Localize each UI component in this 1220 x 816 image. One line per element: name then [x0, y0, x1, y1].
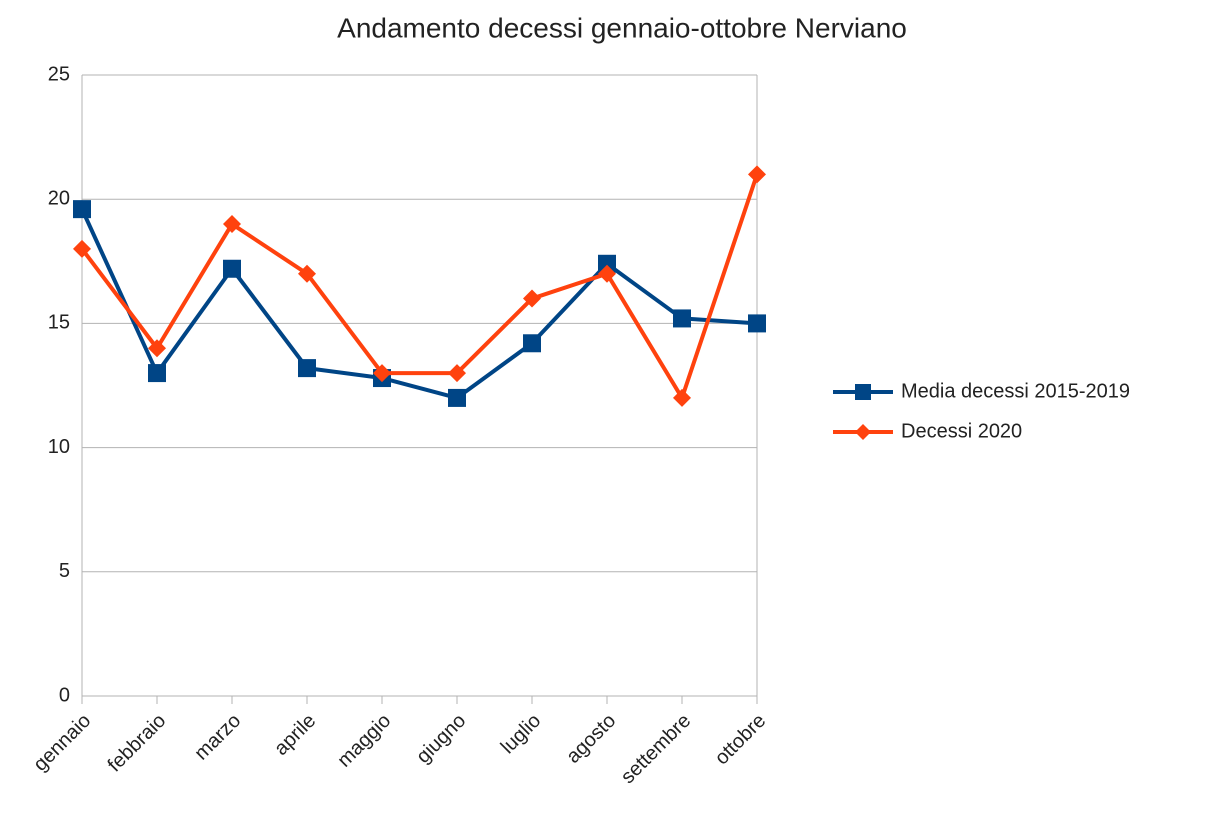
x-tick-label: febbraio: [104, 710, 171, 777]
y-tick-label: 0: [59, 684, 70, 706]
marker: [748, 165, 766, 184]
marker: [73, 239, 91, 258]
y-tick-label: 5: [59, 560, 70, 582]
x-tick-label: settembre: [617, 710, 695, 788]
marker: [448, 388, 466, 407]
marker: [855, 424, 871, 440]
x-tick-label: ottobre: [711, 710, 771, 770]
marker: [373, 364, 391, 383]
y-tick-label: 25: [48, 63, 70, 85]
y-tick-label: 20: [48, 187, 70, 209]
marker: [148, 339, 166, 358]
marker: [448, 364, 466, 383]
x-tick-label: aprile: [270, 710, 320, 760]
x-tick-label: agosto: [562, 710, 620, 768]
marker: [855, 384, 871, 400]
series-line: [80, 173, 759, 400]
marker: [223, 259, 241, 278]
series-line: [80, 208, 758, 400]
marker: [73, 200, 91, 219]
marker: [223, 215, 241, 234]
marker: [748, 314, 766, 333]
marker: [298, 264, 316, 283]
x-tick-label: luglio: [497, 710, 546, 759]
legend-label: Media decessi 2015-2019: [901, 380, 1130, 402]
x-tick-label: gennaio: [29, 710, 95, 776]
legend-label: Decessi 2020: [901, 420, 1022, 442]
y-tick-label: 10: [48, 436, 70, 458]
marker: [598, 264, 616, 283]
y-tick-label: 15: [48, 312, 70, 334]
x-tick-label: giugno: [412, 710, 470, 768]
x-tick-label: marzo: [190, 710, 245, 765]
marker: [673, 309, 691, 328]
x-tick-label: maggio: [333, 710, 395, 772]
marker: [598, 254, 616, 273]
chart-title: Andamento decessi gennaio-ottobre Nervia…: [337, 12, 907, 43]
marker: [523, 289, 541, 308]
marker: [148, 364, 166, 383]
marker: [523, 334, 541, 353]
marker: [673, 388, 691, 407]
marker: [298, 359, 316, 378]
